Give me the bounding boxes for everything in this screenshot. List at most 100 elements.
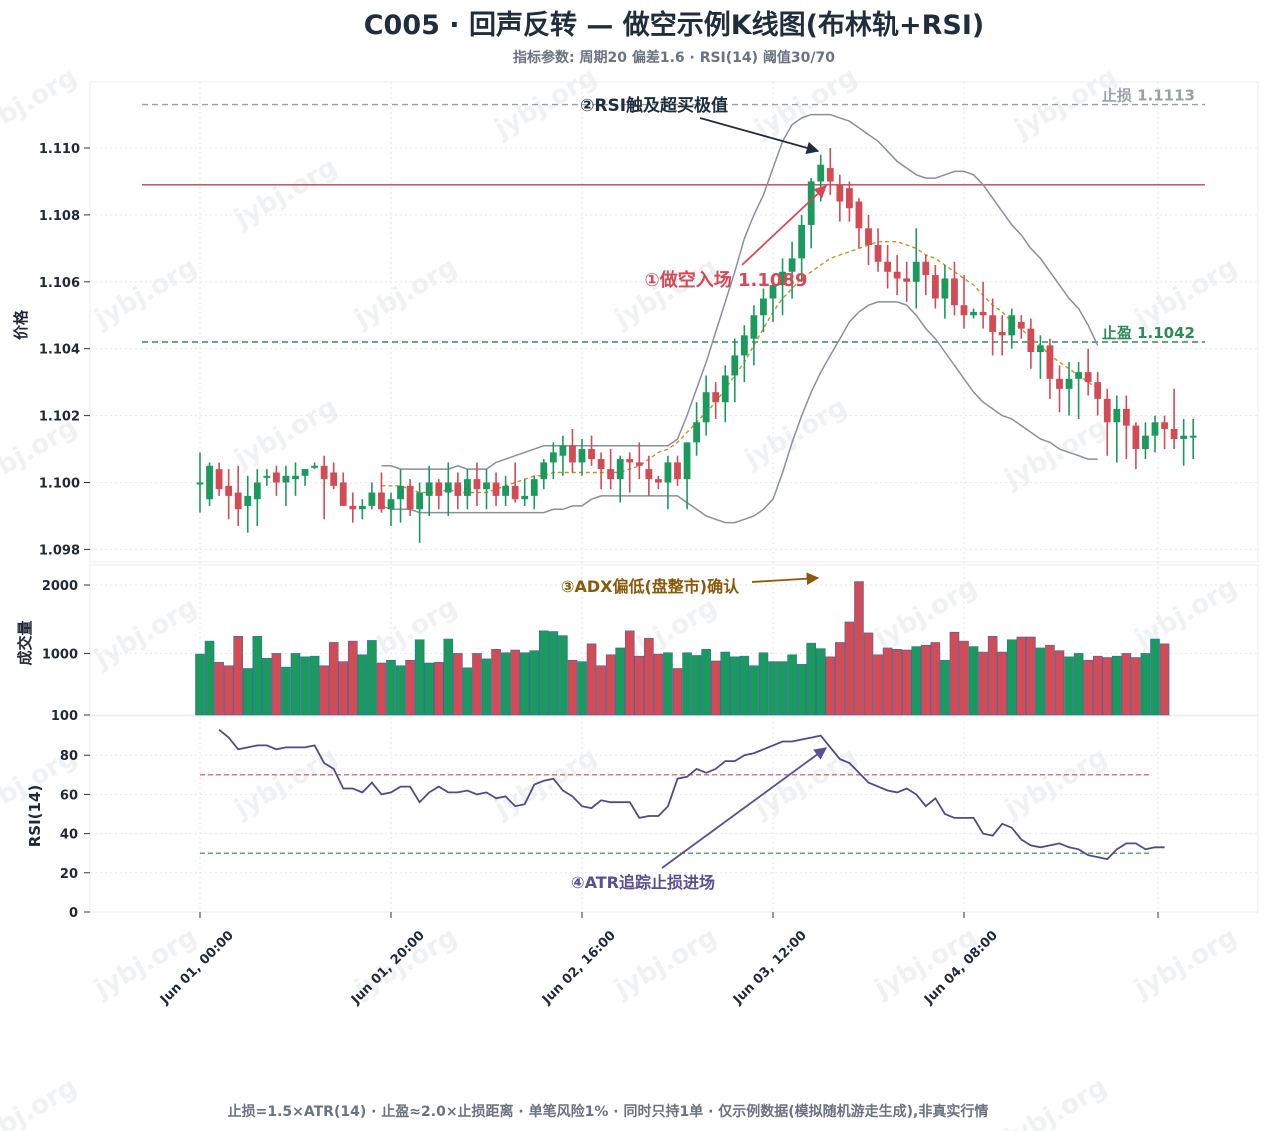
volume-bar bbox=[892, 649, 902, 716]
candle-body bbox=[435, 482, 443, 496]
price-tick-label: 1.100 bbox=[39, 477, 80, 492]
candle-body bbox=[1037, 345, 1044, 353]
volume-bar bbox=[1131, 657, 1141, 716]
candle-body bbox=[1189, 435, 1197, 438]
volume-bar bbox=[290, 653, 301, 716]
candle-body bbox=[951, 278, 958, 306]
candle-body bbox=[339, 482, 347, 506]
atr-annotation: ④ATR追踪止损进场 bbox=[571, 873, 715, 892]
volume-bar bbox=[882, 647, 893, 716]
volume-bar bbox=[615, 647, 626, 716]
candle-body bbox=[464, 479, 471, 496]
candle-body bbox=[1027, 328, 1035, 353]
volume-bar bbox=[806, 642, 817, 716]
candle-body bbox=[234, 492, 242, 510]
candle-body bbox=[530, 479, 538, 496]
chart-subtitle: 指标参数: 周期20 偏差1.6 · RSI(14) 阈值30/70 bbox=[513, 49, 835, 66]
candle-body bbox=[884, 261, 891, 272]
candle-body bbox=[655, 479, 662, 483]
price-axis-label: 价格 bbox=[12, 309, 30, 340]
volume-bar bbox=[558, 635, 568, 716]
volume-bar bbox=[758, 652, 769, 716]
candle-body bbox=[368, 492, 376, 506]
rsi-tick-label: 80 bbox=[60, 749, 78, 764]
volume-bar bbox=[634, 655, 645, 716]
candle-body bbox=[578, 449, 586, 463]
volume-bar bbox=[462, 667, 473, 716]
volume-bar bbox=[1016, 636, 1027, 716]
candle-body bbox=[779, 271, 786, 286]
volume-bar bbox=[433, 662, 444, 716]
volume-bar bbox=[1054, 650, 1065, 716]
candle-body bbox=[616, 459, 624, 480]
volume-bar bbox=[1121, 653, 1132, 716]
volume-bar bbox=[940, 659, 950, 716]
watermark-text: jybj.org bbox=[999, 742, 1112, 825]
volume-bar bbox=[357, 654, 368, 716]
volume-bar bbox=[1035, 647, 1046, 716]
volume-bar bbox=[1006, 639, 1017, 716]
volume-bar bbox=[395, 665, 406, 716]
volume-bar bbox=[605, 654, 616, 716]
volume-bar bbox=[1064, 656, 1074, 716]
volume-bar bbox=[376, 662, 387, 716]
bollinger-mid-line bbox=[381, 240, 1099, 494]
candle-body bbox=[1113, 408, 1121, 423]
volume-bar bbox=[453, 653, 463, 716]
watermark-text: jybj.org bbox=[89, 922, 202, 1005]
rsi-tick-label: 60 bbox=[60, 788, 78, 803]
volume-bar bbox=[787, 654, 797, 716]
volume-bar bbox=[691, 655, 702, 716]
volume-bar bbox=[271, 653, 282, 716]
candle-body bbox=[769, 285, 777, 299]
candle-body bbox=[1142, 435, 1149, 450]
rsi-tick-label: 0 bbox=[69, 906, 78, 921]
volume-bar bbox=[796, 664, 807, 716]
volume-bar bbox=[424, 662, 435, 716]
candle-body bbox=[674, 462, 681, 480]
candle-body bbox=[855, 201, 863, 229]
candle-body bbox=[760, 298, 767, 316]
candle-body bbox=[960, 305, 968, 316]
volume-bar bbox=[443, 638, 454, 716]
volume-bar bbox=[749, 665, 759, 716]
volume-bar bbox=[414, 639, 425, 716]
candle-body bbox=[521, 495, 529, 500]
candle-body bbox=[1103, 398, 1111, 423]
candle-body bbox=[826, 168, 834, 182]
volume-bar bbox=[835, 642, 845, 716]
reference-line-label: 止损 1.1113 bbox=[1102, 87, 1195, 105]
volume-bar bbox=[987, 636, 998, 716]
candle-body bbox=[406, 485, 414, 510]
volume-bar bbox=[491, 649, 501, 716]
volume-bar bbox=[739, 655, 750, 716]
volume-bar bbox=[472, 653, 482, 716]
volume-bar bbox=[405, 659, 415, 716]
volume-bar bbox=[825, 656, 836, 716]
candle-body bbox=[311, 465, 318, 468]
volume-bar bbox=[500, 652, 511, 716]
candle-body bbox=[750, 315, 758, 339]
volume-bar bbox=[644, 638, 654, 716]
volume-bar bbox=[873, 654, 883, 716]
volume-bar bbox=[242, 668, 253, 716]
volume-bar bbox=[328, 642, 339, 716]
candle-body bbox=[903, 278, 911, 282]
candle-body bbox=[1151, 422, 1159, 436]
candle-body bbox=[798, 224, 806, 259]
candle-body bbox=[712, 392, 720, 403]
candle-body bbox=[540, 462, 548, 480]
price-tick-label: 1.106 bbox=[39, 276, 80, 291]
candle-body bbox=[454, 482, 462, 496]
candle-body bbox=[807, 181, 815, 225]
bollinger-upper-line bbox=[381, 113, 1099, 470]
price-panel-frame bbox=[89, 81, 1259, 563]
volume-bar bbox=[968, 646, 979, 716]
candle-body bbox=[874, 245, 882, 262]
atr-arrow bbox=[661, 747, 828, 869]
volume-bar bbox=[529, 650, 540, 716]
adx-arrow bbox=[751, 572, 820, 585]
volume-bar bbox=[577, 661, 587, 716]
price-tick-label: 1.104 bbox=[39, 343, 80, 358]
volume-panel bbox=[195, 581, 1170, 716]
